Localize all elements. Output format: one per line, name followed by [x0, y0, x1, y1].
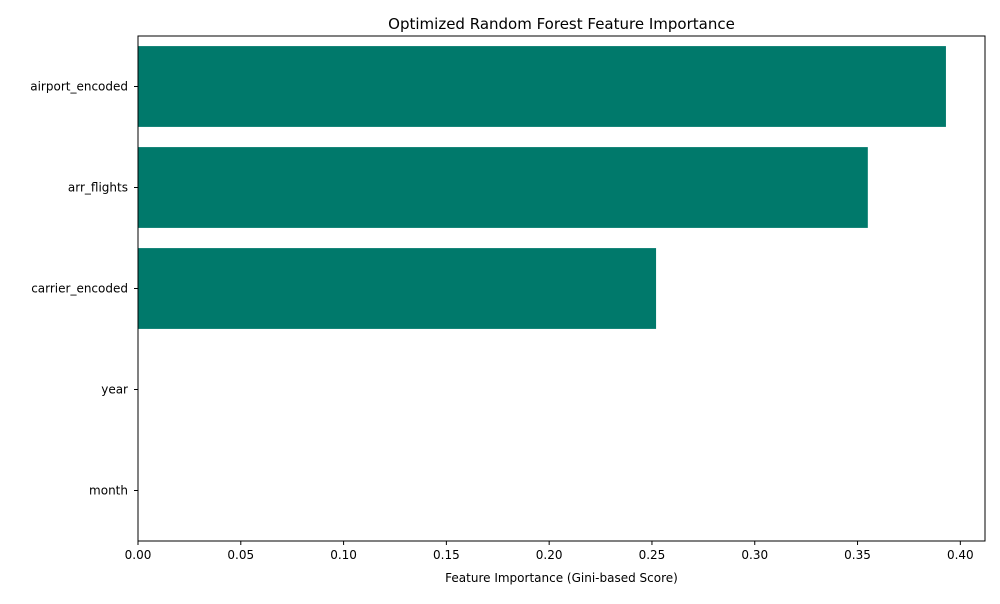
- bar-airport-encoded: [138, 46, 946, 127]
- bars-layer: [138, 46, 946, 329]
- bar-carrier-encoded: [138, 248, 657, 329]
- y-tick-label: airport_encoded: [30, 80, 128, 94]
- x-axis-title: Feature Importance (Gini-based Score): [445, 571, 678, 585]
- x-tick-label: 0.20: [536, 548, 563, 562]
- bar-arr-flights: [138, 147, 868, 228]
- y-tick-label: year: [101, 383, 128, 397]
- x-tick-label: 0.40: [947, 548, 974, 562]
- x-tick-label: 0.35: [844, 548, 871, 562]
- x-tick-label: 0.25: [639, 548, 666, 562]
- x-tick-label: 0.10: [330, 548, 357, 562]
- y-tick-label: arr_flights: [68, 181, 128, 195]
- chart-title: Optimized Random Forest Feature Importan…: [388, 15, 735, 33]
- x-tick-label: 0.30: [741, 548, 768, 562]
- x-tick-label: 0.15: [433, 548, 460, 562]
- y-tick-label: month: [89, 484, 128, 498]
- x-tick-label: 0.00: [125, 548, 152, 562]
- y-tick-label: carrier_encoded: [31, 282, 128, 296]
- plot-frame: [137, 35, 986, 542]
- ticks-layer: airport_encoded arr_flights carrier_encode…: [30, 80, 973, 563]
- x-tick-label: 0.05: [227, 548, 254, 562]
